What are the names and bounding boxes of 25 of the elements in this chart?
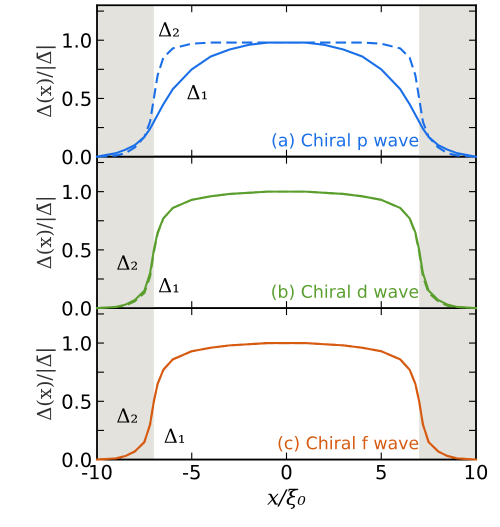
annotation: (a) Chiral p wave: [272, 133, 418, 150]
y-tick-label: 0.5: [62, 394, 90, 409]
y-axis-title: Δ(x)/|Δ̄|: [36, 349, 56, 420]
annotation: Δ₂: [158, 22, 179, 36]
x-tick-label: 5: [376, 465, 386, 480]
annotation: Δ₂: [117, 255, 138, 270]
y-tick-label: 0.5: [62, 242, 90, 258]
y-tick-label: 1.0: [63, 184, 91, 200]
annotation: Δ₁: [164, 428, 184, 443]
y-tick-label: 0.5: [62, 91, 90, 106]
y-tick-label: 1.0: [63, 336, 91, 351]
annotation: Δ₂: [117, 408, 138, 423]
y-tick-label: 0.0: [62, 150, 91, 164]
annotation: (c) Chiral f wave: [278, 436, 418, 452]
x-tick-label: 10: [466, 464, 488, 480]
y-tick-label: 0.0: [62, 301, 91, 316]
annotation: Δ₁: [158, 278, 178, 292]
y-tick-label: 1.0: [63, 33, 91, 48]
y-axis-title: Δ(x)/|Δ̄|: [36, 46, 56, 118]
x-tick-label: 0: [282, 464, 292, 480]
x-tick-label: -5: [183, 465, 200, 480]
annotation: Δ₁: [187, 85, 207, 100]
y-axis-title: Δ(x)/|Δ̄|: [36, 198, 56, 269]
x-axis-title: x/ξ₀: [267, 488, 306, 509]
annotation: (b) Chiral d wave: [272, 284, 418, 300]
